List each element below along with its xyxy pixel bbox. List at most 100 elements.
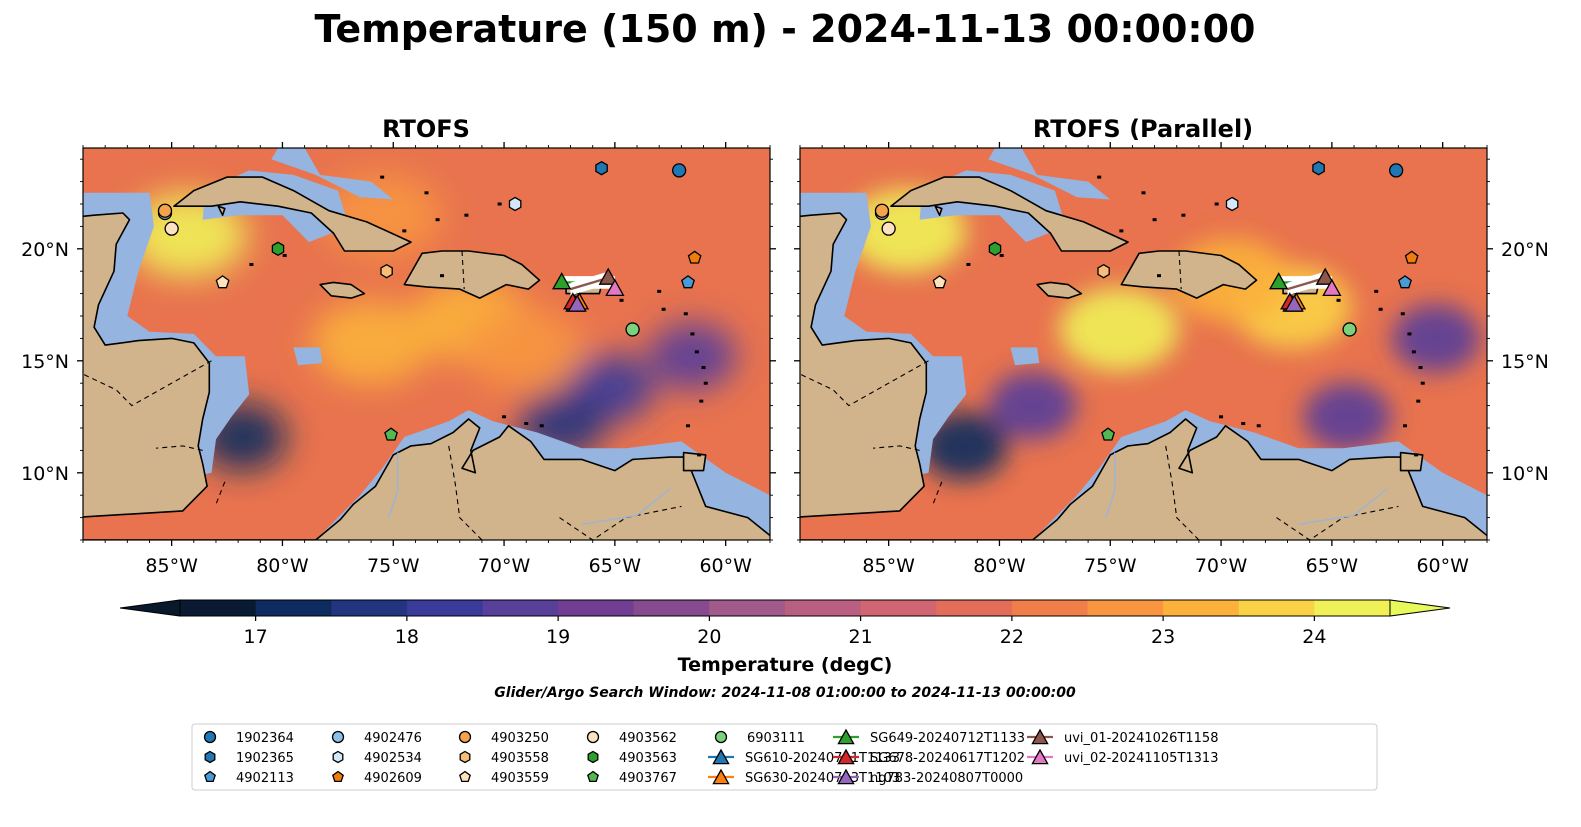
land-polygon — [319, 281, 366, 299]
legend-item: 4902113 — [204, 770, 294, 786]
country-border — [1178, 250, 1182, 290]
island — [999, 254, 1004, 258]
figure-title: Temperature (150 m) - 2024-11-13 00:00:0… — [314, 7, 1255, 51]
legend-marker — [837, 768, 855, 785]
x-tick-label: 80°W — [973, 555, 1026, 577]
island — [1141, 191, 1146, 195]
platform-marker — [625, 322, 640, 337]
legend-marker — [586, 730, 600, 744]
platform-marker — [598, 267, 618, 285]
platform-marker — [1398, 275, 1412, 289]
colorbar-tick-label: 23 — [1151, 626, 1175, 648]
platform-marker — [1097, 263, 1110, 279]
platform-marker — [988, 241, 1002, 257]
legend-label: 4903562 — [619, 731, 677, 746]
legend-item: 4902609 — [332, 770, 422, 786]
country-border — [559, 505, 682, 540]
legend-item: 4902534 — [332, 750, 422, 766]
legend-marker — [1031, 748, 1049, 765]
colorbar-segment — [255, 600, 332, 616]
cold-cell — [1303, 382, 1392, 451]
legend-item: uvi_02-20241105T1313 — [1027, 748, 1218, 766]
map-axes: 85°W 80°W 75°W 70°W 65°W 60°W 10°N 15°N 20°N — [794, 142, 1549, 577]
island — [690, 332, 695, 336]
island — [524, 422, 529, 426]
island — [686, 424, 691, 428]
legend-label: 4903250 — [491, 731, 549, 746]
y-tick-label: 20°N — [1501, 239, 1549, 261]
platform-marker — [271, 241, 285, 257]
platform-marker — [1312, 160, 1325, 176]
platform-marker — [215, 275, 230, 289]
platform-marker — [164, 221, 179, 236]
legend-item: SG649-20240712T1133 — [833, 728, 1025, 746]
map-frame — [82, 147, 771, 541]
country-border — [461, 250, 465, 290]
colorbar-segment — [633, 600, 710, 616]
country-border — [932, 481, 943, 505]
legend-item: 1902364 — [203, 730, 294, 746]
island — [619, 298, 624, 302]
x-tick-label: 60°W — [1416, 555, 1469, 577]
island — [440, 274, 445, 278]
platform-marker — [605, 278, 625, 297]
island — [1411, 350, 1416, 354]
y-tick-label: 10°N — [21, 463, 69, 485]
y-tick-label: 15°N — [1501, 351, 1549, 373]
island — [539, 424, 544, 428]
legend-item: 4902476 — [331, 730, 422, 746]
legend-item: 6903111 — [714, 730, 805, 746]
colorbar-segment — [785, 600, 862, 616]
landmass — [800, 175, 1487, 540]
cold-cell — [648, 322, 737, 391]
legend-marker — [712, 768, 730, 785]
platform-marker — [508, 196, 522, 212]
island — [249, 262, 254, 266]
island — [1119, 229, 1124, 233]
platform-marker — [671, 163, 687, 178]
island — [697, 453, 702, 457]
warm-cell — [466, 307, 587, 392]
legend-marker — [331, 730, 345, 744]
land-polygon — [1036, 281, 1083, 299]
colorbar-segment — [180, 600, 257, 616]
y-tick-label: 15°N — [21, 351, 69, 373]
river — [1105, 452, 1116, 518]
shelf-polygon — [988, 148, 1111, 200]
island — [683, 312, 688, 316]
legend-marker — [332, 750, 344, 764]
platform-marker — [681, 275, 695, 289]
legend-marker — [204, 750, 216, 764]
legend-marker — [837, 728, 855, 745]
legend-label: 4903559 — [491, 771, 549, 786]
island — [1181, 213, 1186, 217]
panel-title: RTOFS — [382, 115, 470, 143]
colorbar-tick-label: 17 — [244, 626, 268, 648]
legend-marker — [712, 748, 730, 765]
land-polygon — [403, 250, 541, 299]
colorbar-segment — [1238, 600, 1315, 616]
country-border — [1276, 505, 1399, 540]
legend-item: ng783-20240807T0000 — [833, 768, 1023, 786]
country-border — [83, 360, 212, 407]
land-polygon — [890, 176, 1129, 252]
map-frame — [799, 147, 1488, 541]
island — [657, 289, 662, 293]
platform-marker — [551, 272, 572, 290]
country-border — [448, 445, 483, 540]
colorbar-segment — [936, 600, 1013, 616]
legend-item: 4903562 — [586, 730, 677, 746]
colorbar-tick-label: 22 — [1000, 626, 1024, 648]
y-tick-label: 20°N — [21, 239, 69, 261]
cold-cell — [919, 411, 1008, 480]
platform-marker — [380, 263, 393, 279]
colorbar: 17 18 19 20 21 22 23 24 — [119, 599, 1451, 648]
island — [497, 202, 502, 206]
platform-markers — [157, 160, 702, 441]
legend-label: 1902364 — [236, 731, 294, 746]
legend-item: 4903558 — [459, 750, 549, 766]
platform-marker — [1404, 250, 1419, 264]
island — [380, 175, 385, 179]
legend-label: SG678-20240617T1202 — [870, 751, 1025, 766]
land-polygon — [83, 212, 211, 518]
